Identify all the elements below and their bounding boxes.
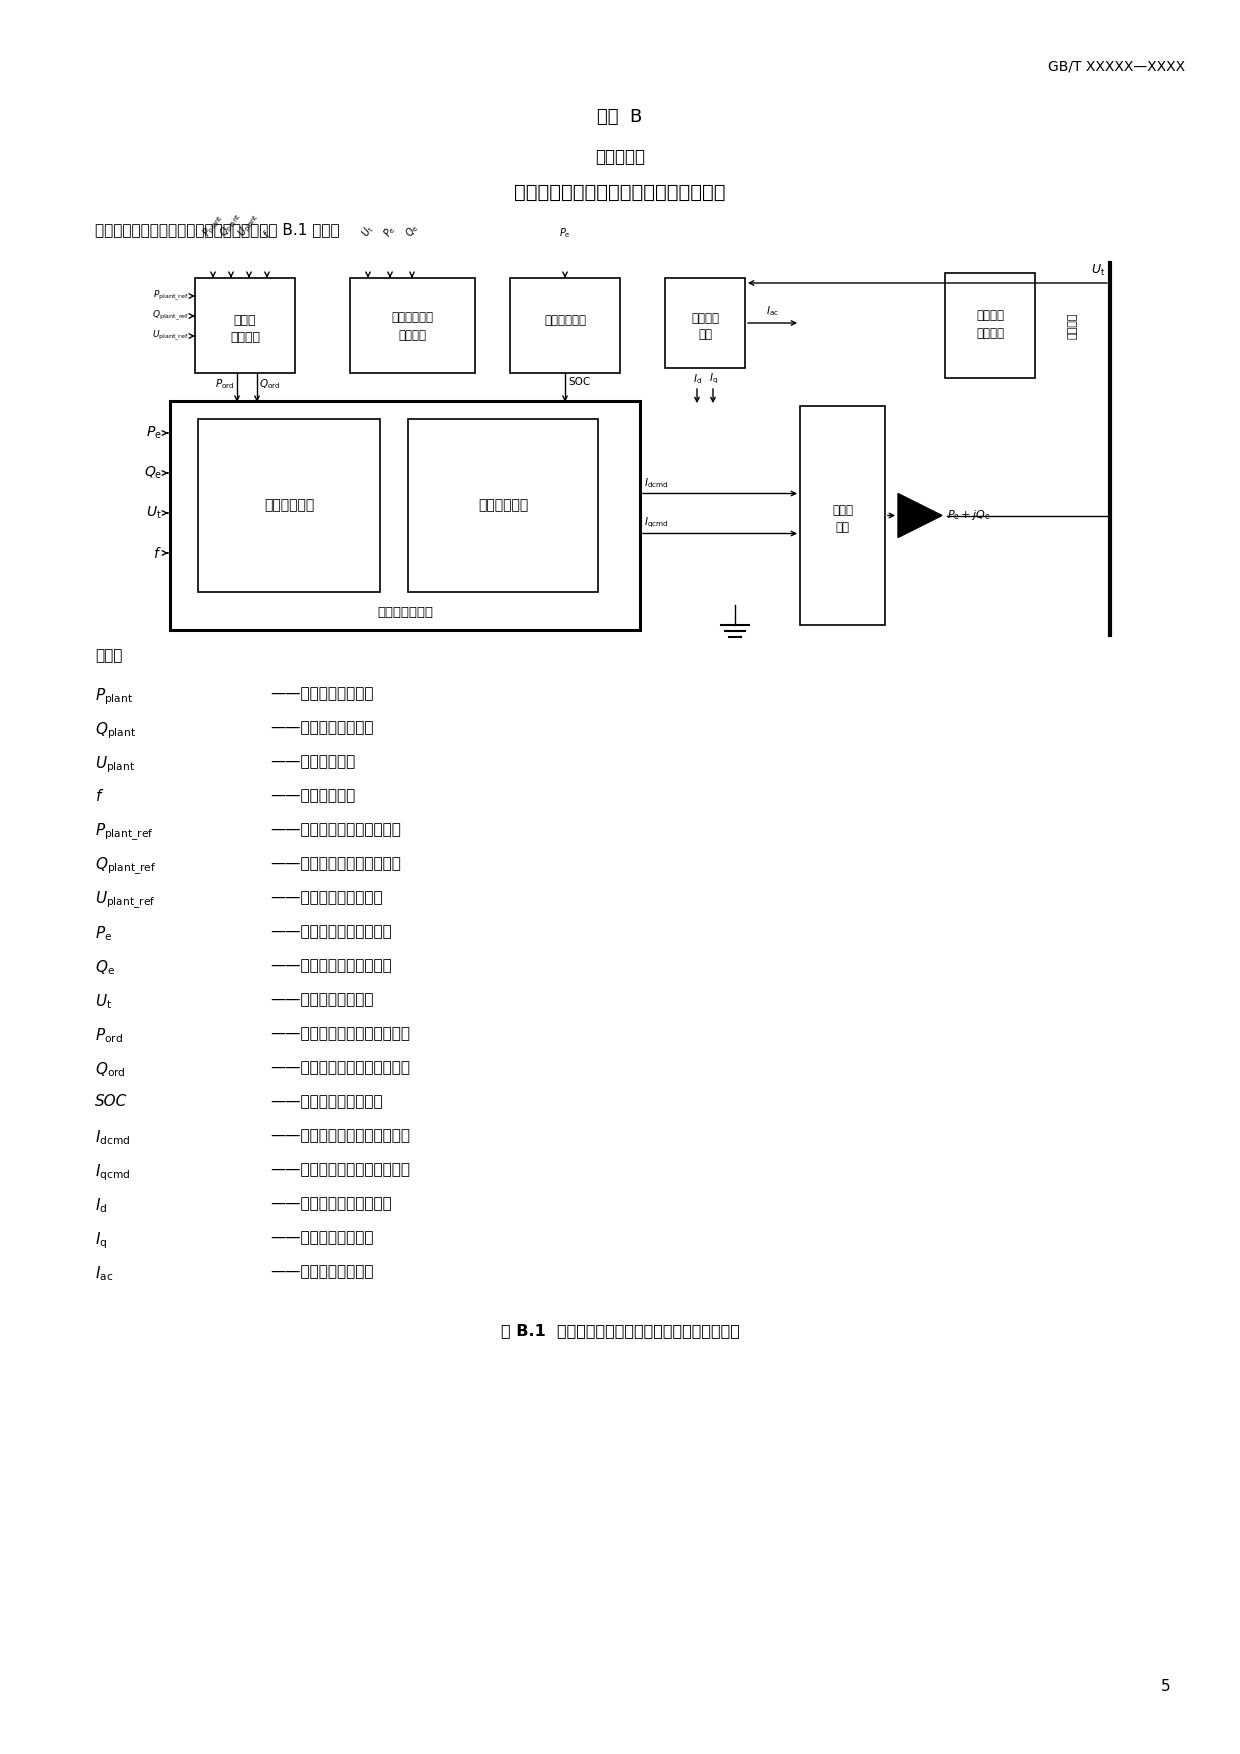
- Text: $P_{\mathrm{ord}}$: $P_{\mathrm{ord}}$: [95, 1026, 123, 1045]
- Text: 继电保护: 继电保护: [1068, 312, 1078, 339]
- Text: SOC: SOC: [568, 377, 590, 388]
- Text: $U_{\mathrm{plant}}$: $U_{\mathrm{plant}}$: [95, 754, 135, 775]
- Text: $I_{\mathrm{ac}}$: $I_{\mathrm{ac}}$: [95, 1265, 113, 1282]
- Text: $U_{\mathrm{t}}$: $U_{\mathrm{t}}$: [1091, 263, 1105, 277]
- Text: $U_{\mathrm{t}}$: $U_{\mathrm{t}}$: [360, 223, 377, 240]
- Text: $P_{\mathrm{plant\_ref}}$: $P_{\mathrm{plant\_ref}}$: [154, 289, 188, 303]
- Text: ——变流器有功电流分量；: ——变流器有功电流分量；: [270, 1196, 392, 1210]
- Text: 控制模型: 控制模型: [229, 332, 260, 344]
- Text: $I_{\mathrm{d}}$: $I_{\mathrm{d}}$: [692, 372, 702, 386]
- Text: $U_{\mathrm{t}}$: $U_{\mathrm{t}}$: [95, 993, 112, 1010]
- Text: 说明：: 说明：: [95, 647, 123, 663]
- Text: $P_{\mathrm{plant}}$: $P_{\mathrm{plant}}$: [95, 686, 133, 707]
- Text: 储能电池模型: 储能电池模型: [544, 314, 587, 326]
- Text: $U_{\mathrm{t}}$: $U_{\mathrm{t}}$: [146, 505, 162, 521]
- Text: ——并网点电压；: ——并网点电压；: [270, 754, 355, 768]
- Bar: [170, 402, 640, 630]
- Text: 判断模型: 判断模型: [398, 330, 427, 342]
- Text: 模型: 模型: [836, 521, 849, 533]
- Text: $Q_{\mathrm{e}}$: $Q_{\mathrm{e}}$: [403, 221, 422, 240]
- Text: $Q_{\mathrm{e}}$: $Q_{\mathrm{e}}$: [144, 465, 162, 481]
- Text: 变流器: 变流器: [832, 503, 853, 517]
- Text: $I_{\mathrm{ac}}$: $I_{\mathrm{ac}}$: [766, 303, 779, 317]
- Text: $f$: $f$: [260, 228, 274, 240]
- Bar: [800, 405, 885, 624]
- Text: $I_{\mathrm{dcmd}}$: $I_{\mathrm{dcmd}}$: [95, 1128, 130, 1147]
- Text: ——厂站级有功功率控制指令；: ——厂站级有功功率控制指令；: [270, 1026, 410, 1042]
- Text: $P_{\mathrm{e}}$: $P_{\mathrm{e}}$: [381, 223, 399, 240]
- Text: GB/T XXXXX—XXXX: GB/T XXXXX—XXXX: [1048, 60, 1185, 74]
- Text: ——并网点有功功率；: ——并网点有功功率；: [270, 686, 373, 702]
- Text: $Q_{\mathrm{e}}$: $Q_{\mathrm{e}}$: [95, 958, 115, 977]
- Text: 正常运行控制: 正常运行控制: [264, 498, 314, 512]
- Text: $P_{\mathrm{plant}}$: $P_{\mathrm{plant}}$: [200, 210, 226, 240]
- Text: ——并网点频率；: ——并网点频率；: [270, 788, 355, 803]
- Text: $U_{\mathrm{plant\_ref}}$: $U_{\mathrm{plant\_ref}}$: [153, 328, 188, 344]
- Text: ——变流器网侧电压；: ——变流器网侧电压；: [270, 993, 373, 1007]
- Text: $P_{\mathrm{ord}}$: $P_{\mathrm{ord}}$: [216, 377, 236, 391]
- Text: 电压保护: 电压保护: [976, 309, 1004, 323]
- Text: ——变流器无功电流控制指令；: ——变流器无功电流控制指令；: [270, 1161, 410, 1177]
- Bar: [510, 277, 620, 374]
- Text: $U_{\mathrm{plant}}$: $U_{\mathrm{plant}}$: [236, 210, 263, 240]
- Text: ——储能系统荷电状态；: ——储能系统荷电状态；: [270, 1094, 383, 1109]
- Text: 电化学储能电站机暤态仿真模型总体结构: 电化学储能电站机暤态仿真模型总体结构: [515, 182, 725, 202]
- Text: ——厂站级电压参考値；: ——厂站级电压参考値；: [270, 889, 383, 905]
- Text: $P_{\mathrm{plant\_ref}}$: $P_{\mathrm{plant\_ref}}$: [95, 823, 154, 844]
- Text: $Q_{\mathrm{ord}}$: $Q_{\mathrm{ord}}$: [259, 377, 280, 391]
- Text: $P_{\mathrm{e}}$: $P_{\mathrm{e}}$: [559, 226, 570, 240]
- Text: 电压穿越控制: 电压穿越控制: [477, 498, 528, 512]
- Text: 电化学储能电站机暤态仿真模型总体结构如图 B.1 所示。: 电化学储能电站机暤态仿真模型总体结构如图 B.1 所示。: [95, 223, 340, 237]
- Text: $P_{\mathrm{e}}$: $P_{\mathrm{e}}$: [146, 424, 162, 442]
- Text: SOC: SOC: [95, 1094, 128, 1109]
- Text: ——厂站级无功功率控制指令；: ——厂站级无功功率控制指令；: [270, 1059, 410, 1075]
- Text: 5: 5: [1161, 1679, 1171, 1694]
- Text: $f$: $f$: [95, 788, 104, 803]
- Text: 电压穿越状态: 电压穿越状态: [392, 310, 434, 324]
- Text: 变流器控制模型: 变流器控制模型: [377, 605, 433, 619]
- Text: $I_{\mathrm{q}}$: $I_{\mathrm{q}}$: [708, 372, 718, 386]
- Text: ——并网点无功功率；: ——并网点无功功率；: [270, 719, 373, 735]
- Text: $f$: $f$: [154, 545, 162, 561]
- Text: $Q_{\mathrm{plant}}$: $Q_{\mathrm{plant}}$: [217, 210, 244, 240]
- Text: $I_{\mathrm{qcmd}}$: $I_{\mathrm{qcmd}}$: [95, 1161, 130, 1182]
- Bar: [408, 419, 598, 593]
- Text: ——厂站级无功功率参考値；: ——厂站级无功功率参考値；: [270, 856, 401, 872]
- Bar: [665, 277, 745, 368]
- Text: $I_{\mathrm{qcmd}}$: $I_{\mathrm{qcmd}}$: [644, 516, 668, 530]
- Text: ——变流器网侧电流。: ——变流器网侧电流。: [270, 1265, 373, 1279]
- Text: ——变流器输出有功功率；: ——变流器输出有功功率；: [270, 924, 392, 938]
- Text: $Q_{\mathrm{plant\_ref}}$: $Q_{\mathrm{plant\_ref}}$: [151, 309, 188, 323]
- Text: 频率保护: 频率保护: [976, 326, 1004, 340]
- Bar: [945, 274, 1035, 379]
- Text: 并网接口: 并网接口: [691, 312, 719, 324]
- Text: 图 B.1  电化学储能电站机暤态仿真模型总体结构图: 图 B.1 电化学储能电站机暤态仿真模型总体结构图: [501, 1323, 739, 1338]
- Bar: [198, 419, 379, 593]
- Text: $I_{\mathrm{d}}$: $I_{\mathrm{d}}$: [95, 1196, 108, 1216]
- Text: ——变流器输出无功功率；: ——变流器输出无功功率；: [270, 958, 392, 973]
- Text: 模型: 模型: [698, 328, 712, 342]
- Text: $Q_{\mathrm{plant\_ref}}$: $Q_{\mathrm{plant\_ref}}$: [95, 856, 156, 877]
- Text: 厂站级: 厂站级: [234, 314, 257, 326]
- Text: $I_{\mathrm{q}}$: $I_{\mathrm{q}}$: [95, 1230, 108, 1251]
- Bar: [350, 277, 475, 374]
- Text: ——变流器有功电流控制指令；: ——变流器有功电流控制指令；: [270, 1128, 410, 1144]
- Text: $I_{\mathrm{dcmd}}$: $I_{\mathrm{dcmd}}$: [644, 475, 668, 489]
- Text: $P_{\mathrm{e}}+jQ_{\mathrm{e}}$: $P_{\mathrm{e}}+jQ_{\mathrm{e}}$: [947, 509, 991, 523]
- Text: ——厂站级有功功率参考値；: ——厂站级有功功率参考値；: [270, 823, 401, 837]
- Text: $Q_{\mathrm{plant}}$: $Q_{\mathrm{plant}}$: [95, 719, 136, 740]
- Text: （资料性）: （资料性）: [595, 147, 645, 167]
- Text: 附录  B: 附录 B: [598, 109, 642, 126]
- Bar: [195, 277, 295, 374]
- Text: ——变流器无功电流；: ——变流器无功电流；: [270, 1230, 373, 1245]
- Polygon shape: [898, 493, 942, 537]
- Text: $Q_{\mathrm{ord}}$: $Q_{\mathrm{ord}}$: [95, 1059, 125, 1079]
- Text: $P_{\mathrm{e}}$: $P_{\mathrm{e}}$: [95, 924, 112, 942]
- Text: $U_{\mathrm{plant\_ref}}$: $U_{\mathrm{plant\_ref}}$: [95, 889, 156, 910]
